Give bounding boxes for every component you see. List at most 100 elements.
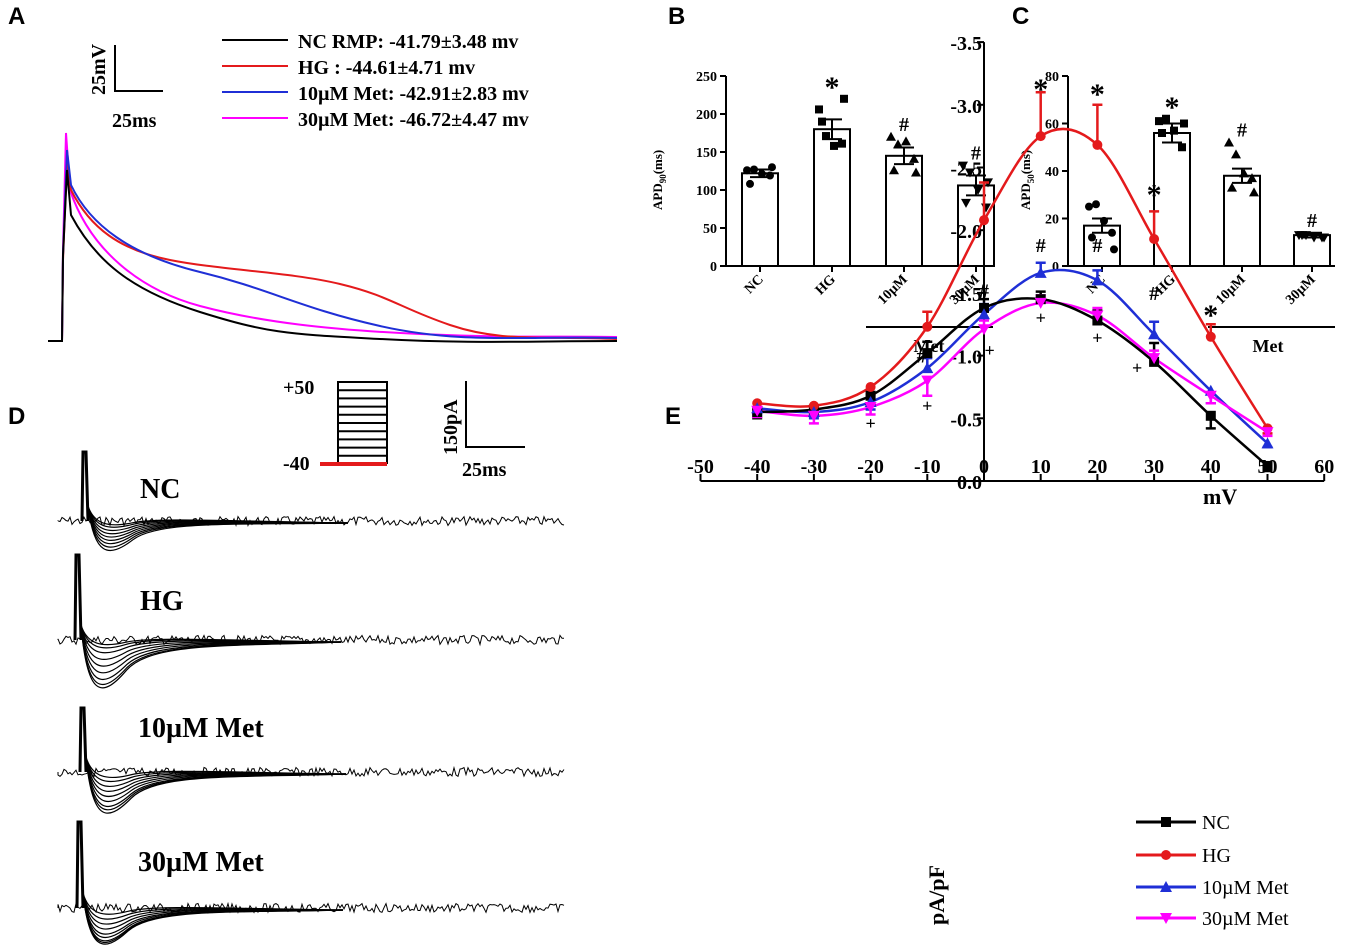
y-tick-label-b: 150 bbox=[696, 146, 717, 161]
legend-e-marker-2 bbox=[1160, 881, 1172, 892]
data-point-b bbox=[766, 171, 774, 180]
current-sweep-1 bbox=[80, 624, 342, 681]
trace-label-10met: 10µM Met bbox=[138, 713, 264, 744]
y-tick-label-b: 100 bbox=[696, 184, 717, 199]
y-tick-label-c: 80 bbox=[1045, 70, 1059, 85]
data-point-e-3 bbox=[1204, 390, 1217, 402]
y-tick-label-e: -3.0 bbox=[950, 96, 982, 118]
data-point-c bbox=[1247, 173, 1257, 183]
x-tick-label-b: 10µM bbox=[875, 272, 911, 308]
scale-v-label-a: 25mV bbox=[88, 43, 110, 95]
panel-label-c: C bbox=[1012, 3, 1029, 30]
x-tick-label-e: -30 bbox=[801, 456, 828, 478]
bar-b bbox=[957, 184, 995, 267]
y-tick-label-e: -1.0 bbox=[950, 347, 982, 369]
sig-star-e: * bbox=[1033, 73, 1048, 106]
error-bar-e-1 bbox=[979, 181, 989, 221]
legend-e-label-3: 30µM Met bbox=[1202, 908, 1289, 930]
scale-i-label-d: 150pA bbox=[440, 399, 462, 455]
data-point-c bbox=[1297, 231, 1307, 241]
data-point-e-3 bbox=[1148, 353, 1161, 365]
current-sweep-1 bbox=[80, 624, 342, 689]
trace-label-30met: 30µM Met bbox=[138, 847, 264, 878]
data-point-e-0 bbox=[1205, 410, 1216, 421]
sig-plus-e: + bbox=[1036, 308, 1046, 328]
bar-c bbox=[1293, 234, 1331, 267]
bars-b bbox=[741, 118, 995, 267]
data-point-e-2 bbox=[1148, 328, 1161, 340]
data-point-b bbox=[909, 153, 919, 163]
legend-a-hg: HG : -44.61±4.71 mv bbox=[298, 57, 475, 79]
y-tick-label-b: 200 bbox=[696, 108, 717, 123]
group-label-b: Met bbox=[914, 336, 945, 356]
group-label-c: Met bbox=[1253, 336, 1284, 356]
panel-d: D +50 -40 150pA 25ms NC HG 10µM Met 30µM… bbox=[8, 377, 565, 945]
ap-trace-nc bbox=[48, 169, 618, 343]
data-point-e-0 bbox=[1262, 460, 1273, 471]
ylabel-c: APD50(ms) bbox=[1018, 150, 1036, 210]
x-tick-label-e: 30 bbox=[1144, 456, 1164, 478]
x-tick-label-e: 0 bbox=[979, 456, 989, 478]
current-sweep-0 bbox=[87, 505, 349, 548]
y-tick-label-e: 0.0 bbox=[957, 472, 982, 494]
legend-e-marker-1 bbox=[1161, 850, 1171, 860]
sig-mark-c: # bbox=[1307, 210, 1317, 232]
data-point-b bbox=[901, 136, 911, 146]
ap-trace-30met bbox=[48, 132, 618, 342]
data-point-e-0 bbox=[865, 390, 876, 401]
marks-c: * # # bbox=[1165, 91, 1318, 232]
data-point-c bbox=[1155, 117, 1163, 126]
ylabel-e: pA/pF bbox=[924, 865, 949, 925]
data-point-b bbox=[893, 139, 903, 149]
scale-t-label-a: 25ms bbox=[112, 110, 157, 132]
data-point-b bbox=[830, 141, 838, 150]
sig-star-e: * bbox=[1203, 299, 1218, 332]
bar-b bbox=[741, 172, 779, 267]
y-tick-label-b: 250 bbox=[696, 70, 717, 85]
data-point-c bbox=[1088, 233, 1096, 242]
data-point-c bbox=[1227, 182, 1237, 192]
panel-label-a: A bbox=[8, 3, 25, 30]
data-point-b bbox=[886, 131, 896, 141]
data-point-b bbox=[768, 163, 776, 172]
data-point-b bbox=[750, 165, 758, 174]
legend-e-label-2: 10µM Met bbox=[1202, 877, 1289, 899]
panel-label-b: B bbox=[668, 3, 685, 30]
legend-a-30met: 30µM Met: -46.72±4.47 mv bbox=[298, 109, 529, 131]
fit-curves-e bbox=[757, 127, 1269, 467]
annotations-e: * * * * # # # # # + + + + + + bbox=[865, 73, 1218, 433]
current-spike-0 bbox=[80, 450, 90, 522]
protocol-bottom-label: -40 bbox=[283, 453, 310, 475]
error-bar-e-1 bbox=[1035, 91, 1046, 137]
panel-e: E -50 -40 -30 -20 -10 0 10 20 30 40 50 60 0.0 -0.5 -1.… bbox=[665, 33, 1334, 930]
xlabel-e: mV bbox=[1203, 484, 1237, 509]
sig-hash-e: # bbox=[1149, 283, 1159, 305]
data-point-c bbox=[1249, 187, 1259, 197]
data-point-e-1 bbox=[1092, 139, 1103, 150]
data-point-b bbox=[746, 179, 754, 188]
data-point-e-1 bbox=[808, 400, 819, 411]
data-point-b bbox=[840, 94, 848, 103]
current-sweep-3 bbox=[82, 892, 344, 935]
x-tick-label-e: -50 bbox=[687, 456, 714, 478]
x-tick-label-e: -10 bbox=[914, 456, 941, 478]
data-point-b bbox=[822, 132, 830, 141]
current-sweep-0 bbox=[87, 505, 349, 532]
protocol-top-label: +50 bbox=[283, 377, 314, 399]
data-point-c bbox=[1092, 200, 1100, 209]
current-sweep-3 bbox=[82, 892, 344, 938]
x-tick-label-e: 60 bbox=[1314, 456, 1334, 478]
x-tick-label-e: 10 bbox=[1031, 456, 1051, 478]
legend-e-label-1: HG bbox=[1202, 845, 1231, 867]
sig-star-e: * bbox=[1147, 179, 1162, 212]
y-tick-label-e: -2.5 bbox=[950, 159, 982, 181]
data-point-b bbox=[911, 167, 921, 177]
data-point-c bbox=[1319, 233, 1329, 243]
sig-hash-e: # bbox=[1092, 235, 1102, 257]
y-tick-label-e: -0.5 bbox=[950, 409, 982, 431]
legend-e-label-0: NC bbox=[1202, 812, 1230, 834]
y-tick-label-e: -1.5 bbox=[950, 284, 982, 306]
legend-a: NC RMP: -41.79±3.48 mv HG : -44.61±4.71 … bbox=[222, 31, 529, 131]
